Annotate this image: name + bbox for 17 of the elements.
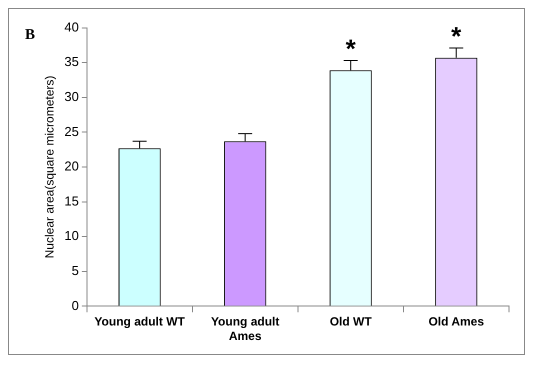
y-tick-label: 20 <box>64 158 79 174</box>
annotation: * <box>346 34 357 64</box>
y-tick-label: 5 <box>72 262 79 278</box>
y-tick-label: 10 <box>64 228 79 244</box>
y-tick-label: 40 <box>64 19 79 34</box>
x-tick-label: Old Ames <box>428 314 484 329</box>
x-tick-label: Young adult Ames <box>210 314 280 344</box>
y-axis-title: Nuclear area(square micrometers) <box>42 76 57 258</box>
y-tick-label: 15 <box>64 193 79 208</box>
text: B <box>25 27 36 44</box>
y-tick-label: 35 <box>64 54 79 70</box>
annotation: * <box>451 20 462 51</box>
y-tick-label: 25 <box>64 124 79 139</box>
x-tick-label: Old WT <box>330 314 372 329</box>
x-tick-label: Young adult WT <box>94 314 186 329</box>
y-tick-label: 30 <box>64 88 79 104</box>
y-tick-label: 0 <box>72 298 79 313</box>
